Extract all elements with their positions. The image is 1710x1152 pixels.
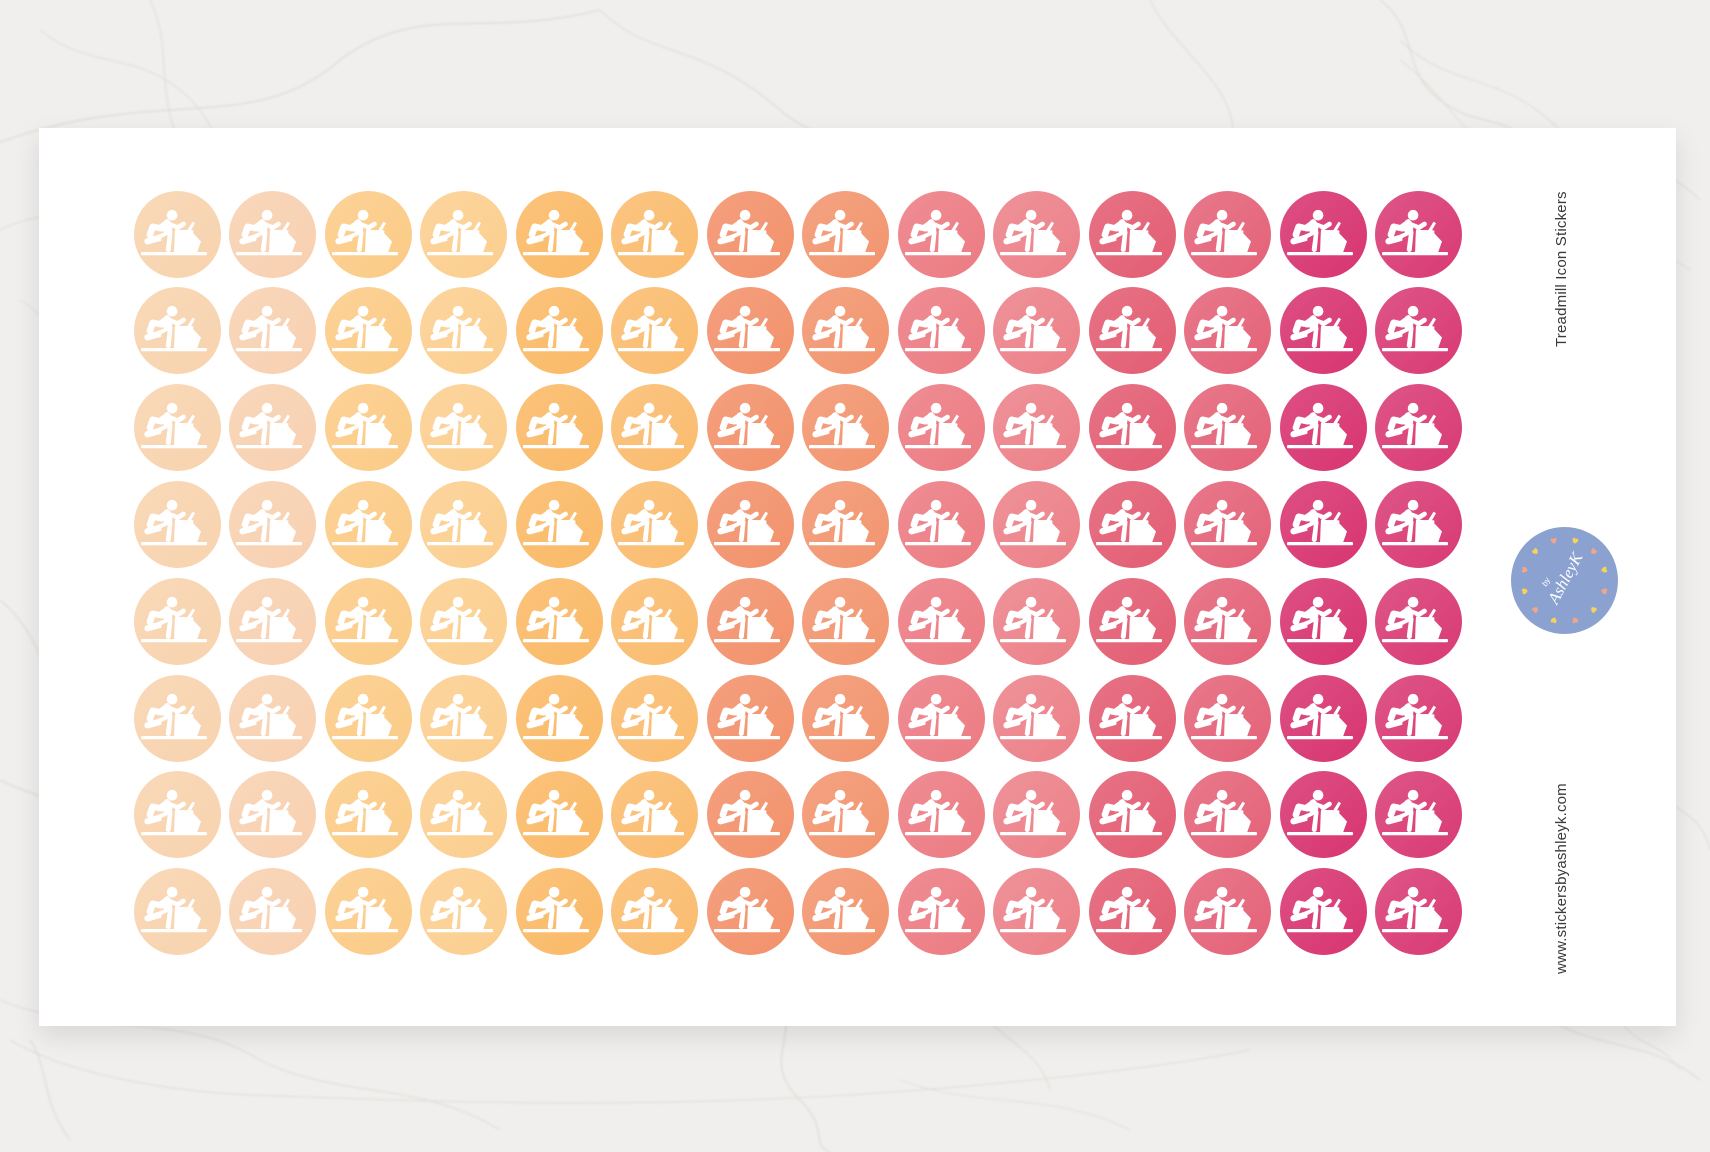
svg-text:AshleyK: AshleyK (1543, 548, 1587, 607)
